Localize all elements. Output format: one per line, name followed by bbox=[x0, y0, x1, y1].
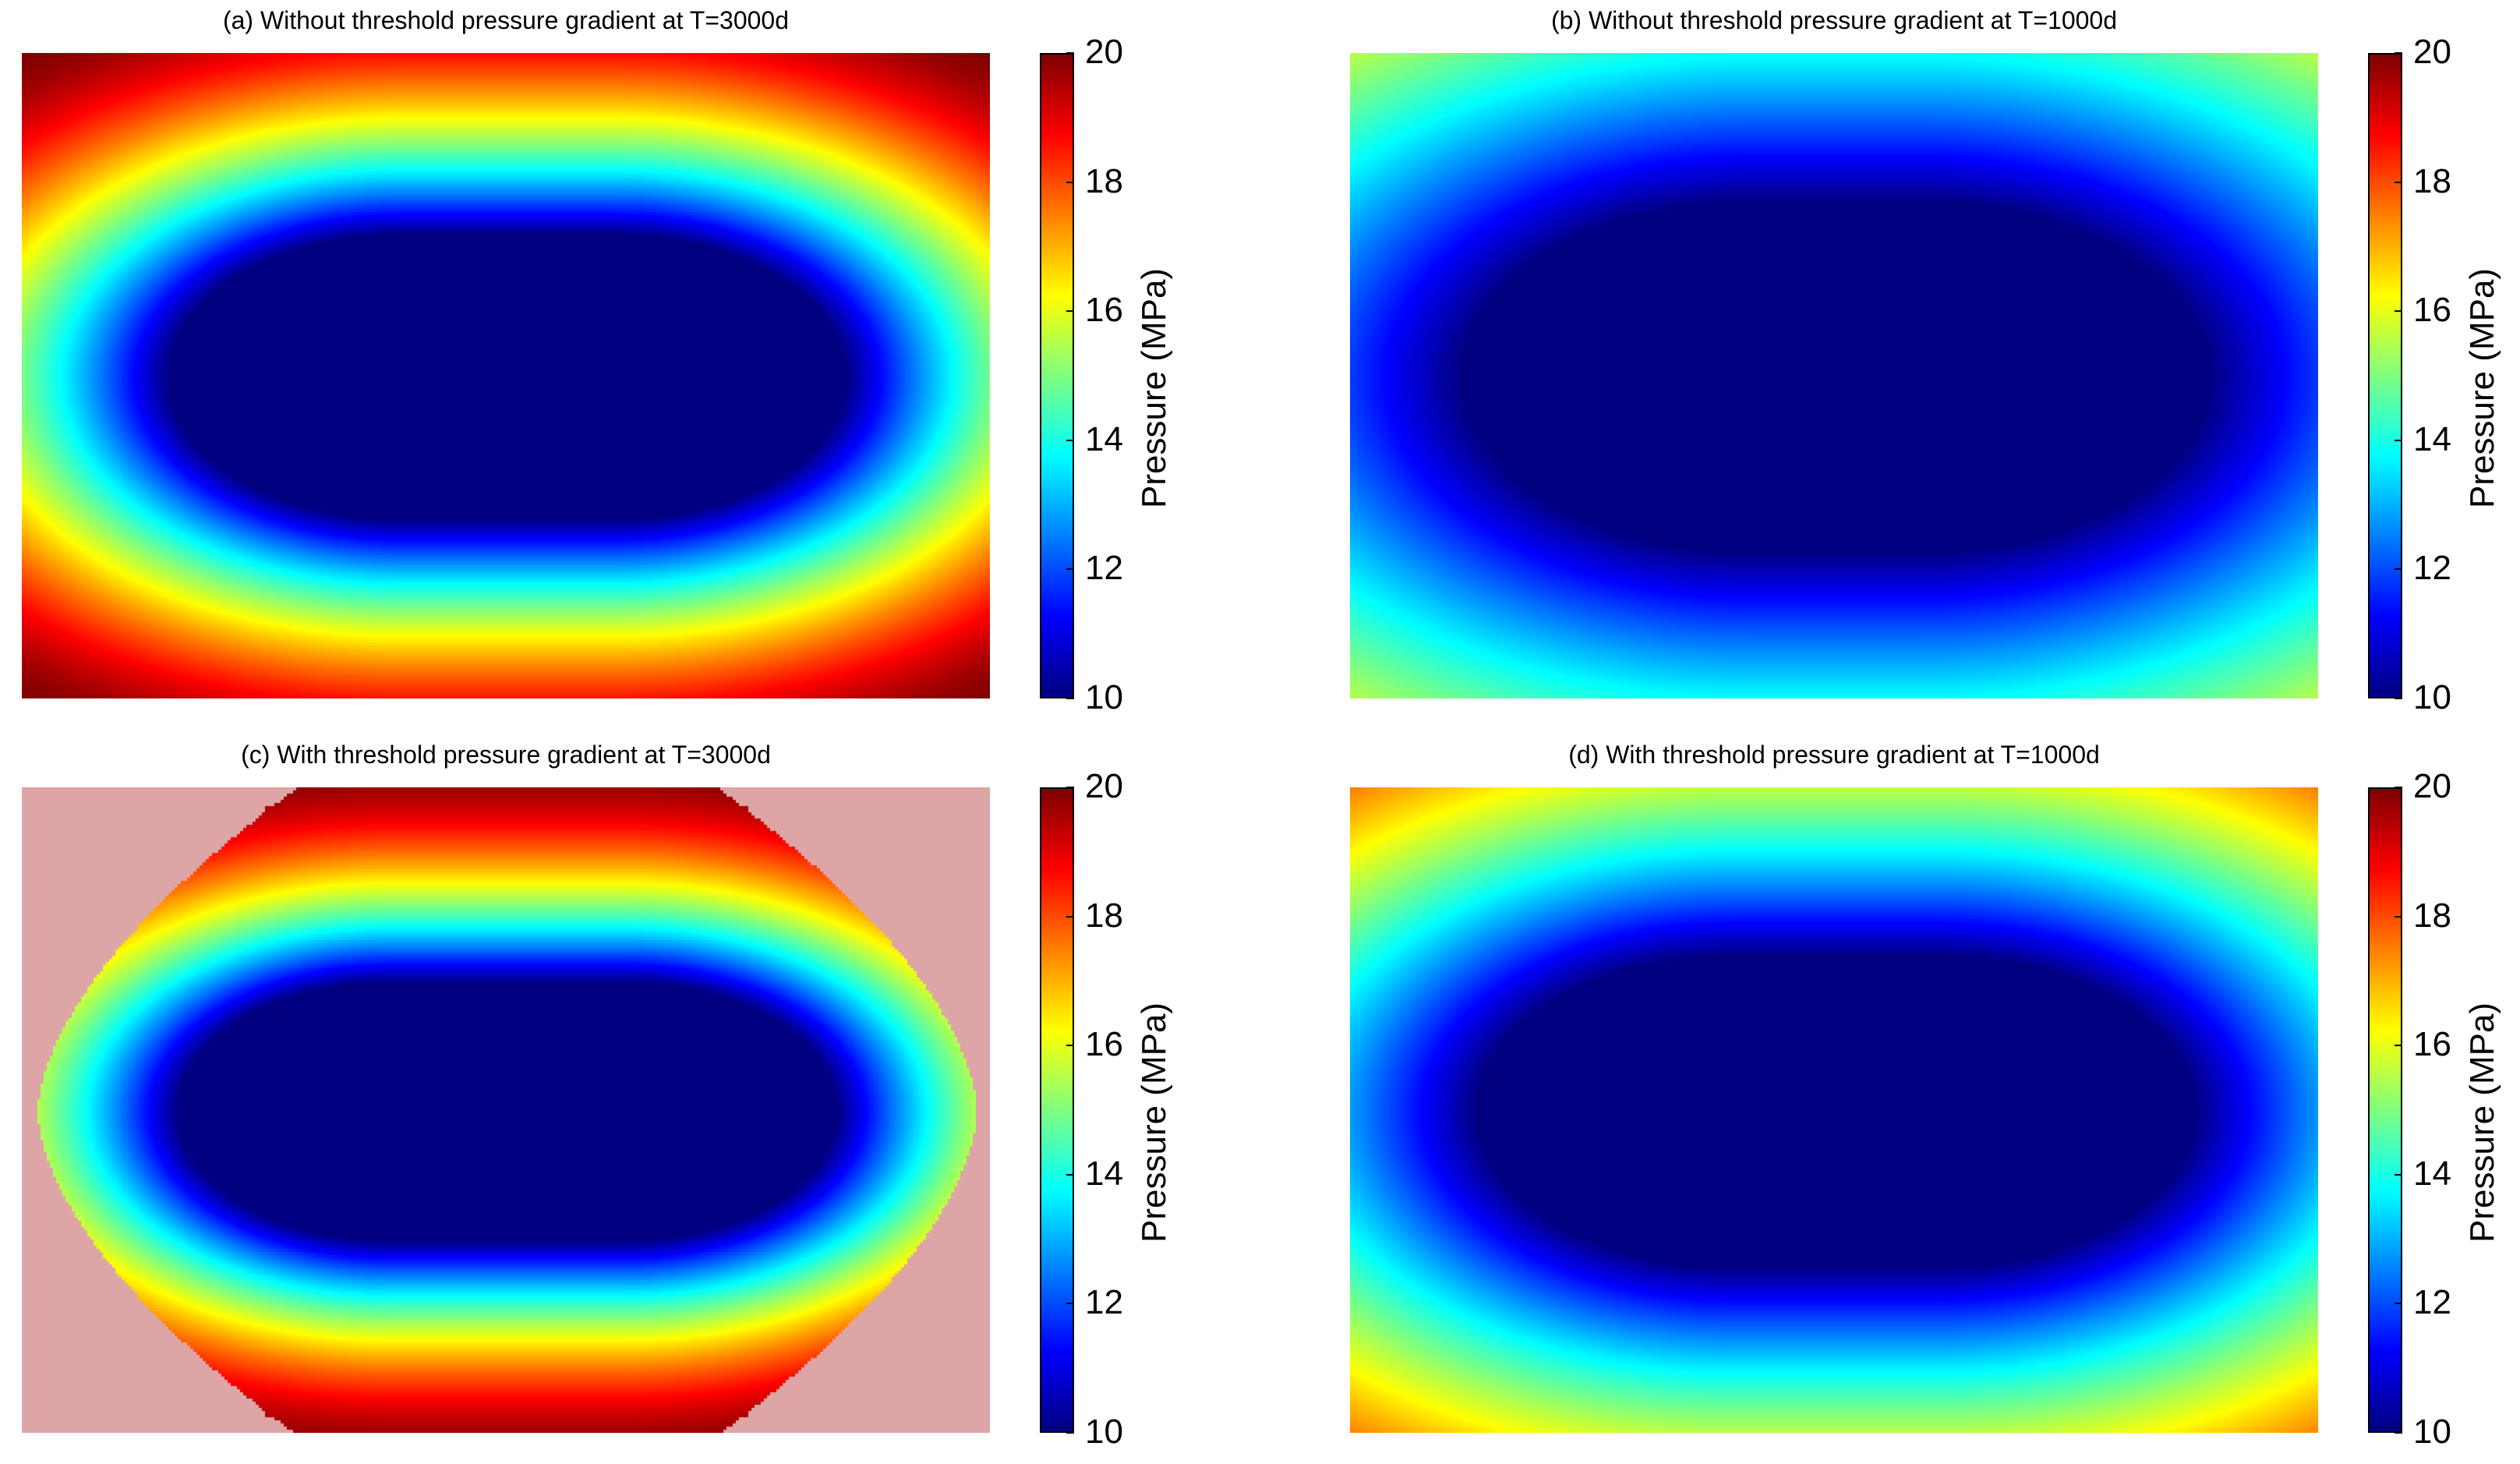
colorbar-tickmark bbox=[1066, 698, 1074, 699]
colorbar-tickmark bbox=[2395, 52, 2402, 54]
panel-title: (d) With threshold pressure gradient at … bbox=[1568, 741, 2100, 769]
colorbar-tickmark bbox=[1066, 439, 1074, 441]
colorbar-tickmark bbox=[2395, 1173, 2402, 1176]
colorbar-tick-label: 18 bbox=[1085, 161, 1123, 200]
heatmap bbox=[1350, 787, 2318, 1433]
colorbar-label: Pressure (MPa) bbox=[1135, 1002, 1173, 1243]
heatmap bbox=[1350, 53, 2318, 698]
colorbar-tickmark bbox=[1066, 1173, 1074, 1176]
colorbar-tickmark bbox=[2395, 568, 2402, 571]
colorbar-tick-label: 16 bbox=[2413, 1025, 2451, 1064]
colorbar bbox=[1040, 787, 1074, 1433]
colorbar-tick-label: 10 bbox=[1085, 1413, 1123, 1451]
colorbar-tick-label: 12 bbox=[1085, 549, 1123, 588]
colorbar-label: Pressure (MPa) bbox=[2463, 1002, 2501, 1243]
colorbar-tickmark bbox=[2395, 1303, 2402, 1305]
colorbar-tick-label: 10 bbox=[1085, 678, 1123, 716]
colorbar-tickmark bbox=[1066, 1045, 1074, 1047]
colorbar-tick-label: 18 bbox=[2413, 161, 2451, 200]
colorbar-tick-label: 20 bbox=[1085, 33, 1123, 71]
colorbar-tickmark bbox=[1066, 310, 1074, 313]
colorbar-tick-label: 16 bbox=[1085, 1025, 1123, 1064]
colorbar-tickmark bbox=[2395, 439, 2402, 441]
colorbar-tickmark bbox=[1066, 568, 1074, 571]
colorbar-tickmark bbox=[1066, 787, 1074, 788]
colorbar-label: Pressure (MPa) bbox=[1135, 267, 1173, 508]
colorbar-tick-label: 14 bbox=[1085, 419, 1123, 458]
panel-title: (b) Without threshold pressure gradient … bbox=[1550, 6, 2118, 34]
colorbar-tickmark bbox=[1066, 181, 1074, 183]
colorbar-tickmark bbox=[2395, 181, 2402, 183]
colorbar-tick-label: 20 bbox=[1085, 767, 1123, 805]
colorbar-tickmark bbox=[2395, 310, 2402, 313]
colorbar-tickmark bbox=[1066, 52, 1074, 54]
colorbar-label: Pressure (MPa) bbox=[2463, 267, 2501, 508]
colorbar bbox=[1040, 53, 1074, 698]
colorbar-tick-label: 20 bbox=[2413, 767, 2451, 805]
colorbar-tick-label: 16 bbox=[2413, 291, 2451, 330]
colorbar-tick-label: 14 bbox=[2413, 1154, 2451, 1193]
colorbar-tickmark bbox=[2395, 698, 2402, 699]
heatmap bbox=[22, 53, 990, 698]
colorbar-tickmark bbox=[2395, 787, 2402, 788]
colorbar-tick-label: 14 bbox=[1085, 1154, 1123, 1193]
colorbar-tick-label: 18 bbox=[1085, 896, 1123, 935]
colorbar-tickmark bbox=[1066, 1432, 1074, 1434]
colorbar-tick-label: 12 bbox=[2413, 549, 2451, 588]
colorbar-tickmark bbox=[2395, 1432, 2402, 1434]
colorbar-tickmark bbox=[2395, 1045, 2402, 1047]
colorbar-tickmark bbox=[2395, 915, 2402, 918]
colorbar bbox=[2368, 787, 2402, 1433]
colorbar-tickmark bbox=[1066, 915, 1074, 918]
colorbar-tick-label: 10 bbox=[2413, 1413, 2451, 1451]
panel-title: (c) With threshold pressure gradient at … bbox=[241, 741, 771, 769]
colorbar-tick-label: 12 bbox=[1085, 1283, 1123, 1322]
panel-title: (a) Without threshold pressure gradient … bbox=[222, 6, 790, 34]
colorbar bbox=[2368, 53, 2402, 698]
colorbar-tick-label: 20 bbox=[2413, 33, 2451, 71]
heatmap bbox=[22, 787, 990, 1433]
colorbar-tick-label: 12 bbox=[2413, 1283, 2451, 1322]
colorbar-tickmark bbox=[1066, 1303, 1074, 1305]
colorbar-tick-label: 16 bbox=[1085, 291, 1123, 330]
colorbar-tick-label: 14 bbox=[2413, 419, 2451, 458]
colorbar-tick-label: 18 bbox=[2413, 896, 2451, 935]
colorbar-tick-label: 10 bbox=[2413, 678, 2451, 716]
